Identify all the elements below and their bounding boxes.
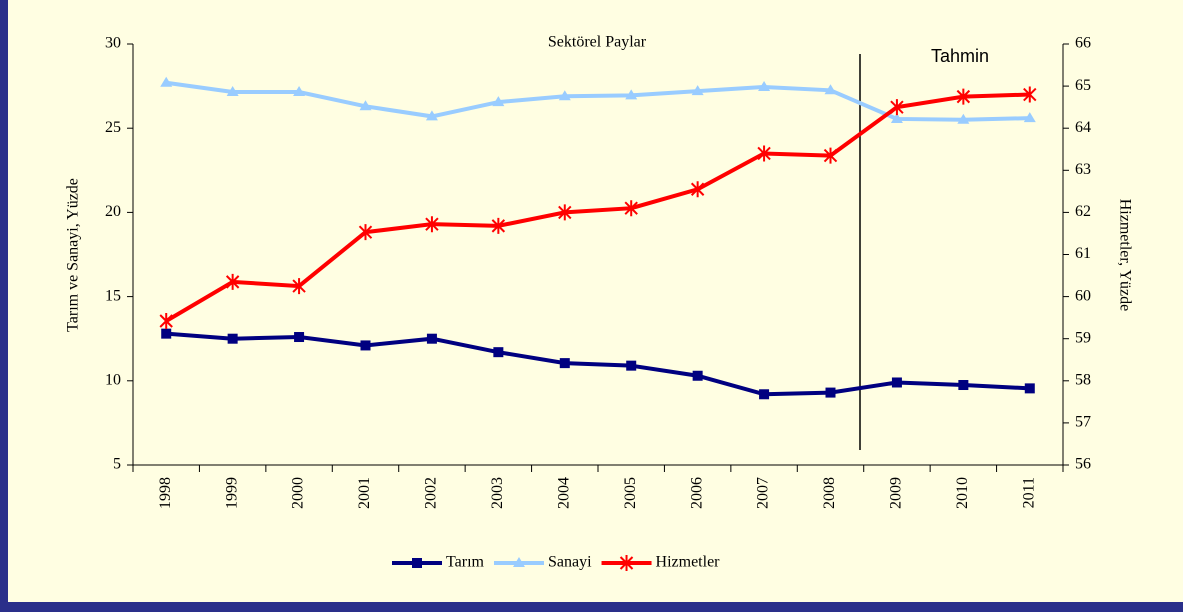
x-tick-label: 2007 bbox=[755, 477, 772, 509]
y2-tick-label: 62 bbox=[1075, 203, 1091, 220]
y2-tick-label: 64 bbox=[1075, 119, 1091, 136]
data-point bbox=[626, 360, 637, 371]
data-point bbox=[491, 217, 506, 234]
data-point bbox=[425, 216, 439, 233]
x-tick-label: 2000 bbox=[290, 477, 307, 509]
x-tick-label: 2003 bbox=[489, 477, 506, 509]
x-tick-label: 2008 bbox=[821, 477, 838, 509]
data-point bbox=[493, 347, 504, 358]
y2-tick-label: 63 bbox=[1075, 161, 1091, 178]
data-point bbox=[691, 85, 704, 96]
data-point bbox=[161, 328, 172, 339]
legend-marker bbox=[619, 555, 634, 571]
data-point bbox=[292, 278, 306, 295]
data-point bbox=[956, 88, 971, 105]
x-tick-label: 1999 bbox=[223, 477, 240, 509]
data-point bbox=[159, 313, 173, 330]
y-tick-label: 5 bbox=[113, 456, 121, 473]
x-tick-label: 2011 bbox=[1020, 477, 1037, 508]
legend-label: Sanayi bbox=[548, 554, 592, 571]
data-point bbox=[226, 85, 239, 96]
y-tick-label: 20 bbox=[105, 203, 121, 220]
y-axis-title: Tarım ve Sanayi, Yüzde bbox=[65, 178, 82, 332]
x-tick-label: 2001 bbox=[356, 477, 373, 509]
y2-axis-title: Hizmetler, Yüzde bbox=[1116, 199, 1133, 312]
y2-tick-label: 60 bbox=[1075, 287, 1091, 304]
data-point bbox=[426, 333, 437, 344]
data-point bbox=[957, 113, 970, 124]
data-point bbox=[825, 387, 836, 398]
y2-tick-label: 57 bbox=[1075, 414, 1091, 431]
data-point bbox=[823, 147, 838, 164]
chart-title: Sektörel Paylar bbox=[548, 34, 647, 51]
x-tick-label: 2009 bbox=[888, 477, 905, 509]
y-tick-label: 30 bbox=[105, 35, 121, 52]
data-point bbox=[227, 333, 238, 344]
data-point bbox=[624, 200, 638, 217]
y2-tick-label: 65 bbox=[1075, 77, 1091, 94]
data-point bbox=[358, 224, 373, 241]
data-point bbox=[1024, 383, 1035, 394]
data-point bbox=[890, 112, 903, 123]
x-tick-label: 2002 bbox=[423, 477, 440, 509]
series-line bbox=[165, 92, 1030, 323]
data-point bbox=[692, 370, 703, 381]
data-point bbox=[558, 204, 572, 221]
series-line bbox=[166, 331, 1030, 397]
data-point bbox=[758, 80, 771, 91]
y2-tick-label: 59 bbox=[1075, 329, 1091, 346]
x-tick-label: 2004 bbox=[555, 477, 572, 509]
data-point bbox=[559, 358, 570, 369]
data-point bbox=[492, 96, 505, 107]
series-line bbox=[165, 80, 1030, 122]
data-point bbox=[824, 84, 837, 95]
data-point bbox=[558, 90, 571, 101]
legend-marker bbox=[412, 558, 422, 568]
data-point bbox=[294, 332, 305, 343]
data-point bbox=[958, 380, 969, 391]
y2-tick-label: 61 bbox=[1075, 245, 1091, 262]
y2-tick-label: 66 bbox=[1075, 35, 1091, 52]
data-point bbox=[293, 85, 306, 96]
data-point bbox=[1023, 86, 1037, 103]
x-tick-label: 2005 bbox=[622, 477, 639, 509]
data-point bbox=[359, 100, 372, 111]
x-tick-label: 2010 bbox=[954, 477, 971, 509]
data-point bbox=[690, 181, 705, 198]
data-point bbox=[891, 377, 902, 388]
data-point bbox=[425, 110, 438, 121]
annotation: Tahmin bbox=[931, 46, 989, 66]
data-point bbox=[625, 89, 638, 100]
legend-label: Hizmetler bbox=[656, 554, 721, 571]
data-point bbox=[759, 389, 770, 400]
data-point bbox=[160, 76, 173, 87]
y-tick-label: 10 bbox=[105, 371, 121, 388]
data-point bbox=[360, 340, 371, 351]
data-point bbox=[225, 273, 240, 290]
y-tick-label: 25 bbox=[105, 119, 121, 136]
x-tick-label: 1998 bbox=[157, 477, 174, 509]
y2-tick-label: 56 bbox=[1075, 456, 1091, 473]
data-point bbox=[890, 99, 904, 116]
y-tick-label: 15 bbox=[105, 287, 121, 304]
legend-marker bbox=[512, 557, 525, 567]
data-point bbox=[757, 145, 771, 162]
data-point bbox=[1023, 112, 1036, 123]
legend-label: Tarım bbox=[446, 554, 485, 571]
x-tick-label: 2006 bbox=[688, 477, 705, 509]
y2-tick-label: 58 bbox=[1075, 371, 1091, 388]
